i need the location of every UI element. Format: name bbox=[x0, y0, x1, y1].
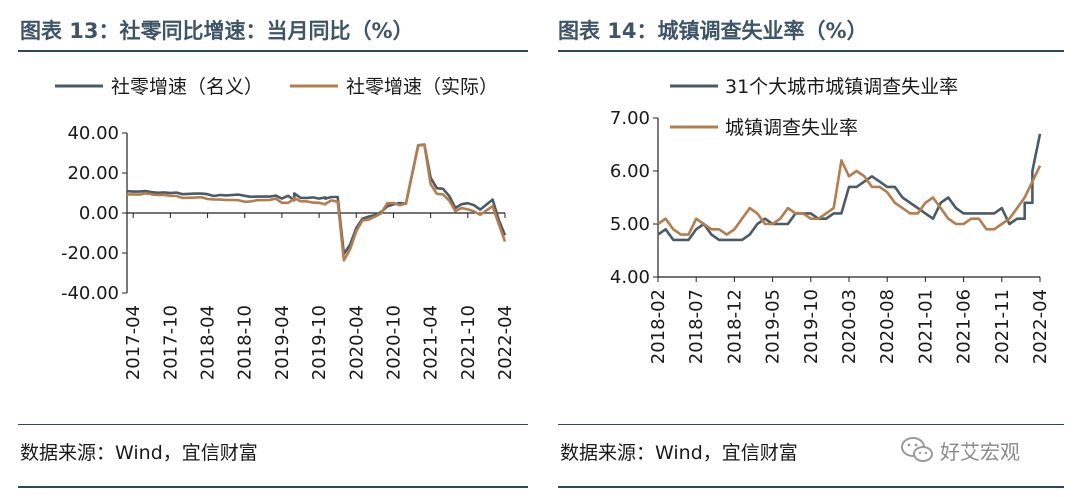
x-tick-label: 2017-04 bbox=[123, 305, 144, 380]
x-tick-label: 2020-10 bbox=[383, 305, 404, 380]
left-bottom-rule bbox=[18, 486, 528, 488]
legend-label-1: 31个大城市城镇调查失业率 bbox=[725, 76, 958, 98]
x-tick-label: 2018-10 bbox=[235, 305, 256, 380]
y-tick-label: 40.00 bbox=[67, 123, 119, 144]
x-tick-label: 2018-02 bbox=[648, 289, 669, 364]
right-title-rule bbox=[558, 50, 1064, 52]
y-tick-label: 20.00 bbox=[67, 163, 119, 184]
unemployment-rate-chart: 4.00 5.00 6.00 7.00 2018-02 2018-07 2018-12 201… bbox=[610, 76, 1051, 364]
left-title-rule bbox=[18, 50, 528, 52]
y-tick-label: 4.00 bbox=[610, 267, 650, 288]
wechat-icon bbox=[901, 437, 933, 462]
x-tick-label: 2020-04 bbox=[346, 305, 367, 380]
x-tick-label: 2022-04 bbox=[495, 305, 516, 380]
x-tick-label: 2017-10 bbox=[160, 305, 181, 380]
y-tick-label: -40.00 bbox=[61, 283, 119, 304]
retail-sales-growth-chart: -40.00 -20.00 0.00 20.00 40.00 2017-04 2017-10… bbox=[55, 76, 516, 380]
x-tick-label: 2020-08 bbox=[877, 289, 898, 364]
y-tick-label: 7.00 bbox=[610, 108, 650, 129]
x-tick-label: 2019-10 bbox=[309, 305, 330, 380]
right-source-rule bbox=[558, 424, 1064, 425]
y-tick-label: 6.00 bbox=[610, 161, 650, 182]
y-tick-label: -20.00 bbox=[61, 243, 119, 264]
x-tick-label: 2019-10 bbox=[801, 289, 822, 364]
series-line-1 bbox=[657, 133, 1042, 242]
left-chart-title: 图表 13：社零同比增速：当月同比（%） bbox=[20, 19, 414, 43]
y-tick-label: 5.00 bbox=[610, 214, 650, 235]
legend-label-2: 城镇调查失业率 bbox=[725, 117, 858, 139]
right-data-source: 数据来源：Wind，宜信财富 bbox=[560, 442, 798, 464]
series-line-2 bbox=[127, 143, 507, 262]
series-line-2 bbox=[657, 159, 1042, 236]
x-tick-label: 2021-01 bbox=[915, 289, 936, 364]
x-tick-label: 2018-12 bbox=[724, 289, 745, 364]
x-tick-label: 2021-04 bbox=[421, 305, 442, 380]
x-tick-label: 2019-04 bbox=[272, 305, 293, 380]
x-tick-label: 2020-03 bbox=[839, 289, 860, 364]
x-tick-label: 2019-05 bbox=[763, 289, 784, 364]
left-data-source: 数据来源：Wind，宜信财富 bbox=[20, 442, 258, 464]
watermark: 好艾宏观 bbox=[900, 432, 1020, 468]
x-tick-label: 2021-11 bbox=[992, 289, 1013, 364]
right-bottom-rule bbox=[558, 486, 1064, 488]
x-tick-label: 2022-04 bbox=[1030, 289, 1051, 364]
x-tick-label: 2018-04 bbox=[198, 305, 219, 380]
left-source-rule bbox=[18, 424, 528, 425]
x-tick-label: 2021-10 bbox=[458, 305, 479, 380]
x-tick-label: 2018-07 bbox=[686, 289, 707, 364]
legend-label-1: 社零增速（名义） bbox=[111, 76, 263, 98]
y-tick-label: 0.00 bbox=[79, 203, 119, 224]
watermark-text: 好艾宏观 bbox=[940, 439, 1020, 464]
right-chart-title: 图表 14：城镇调查失业率（%） bbox=[558, 19, 868, 43]
x-tick-label: 2021-06 bbox=[954, 289, 975, 364]
legend-label-2: 社零增速（实际） bbox=[346, 76, 498, 98]
series-line-1 bbox=[126, 143, 507, 256]
